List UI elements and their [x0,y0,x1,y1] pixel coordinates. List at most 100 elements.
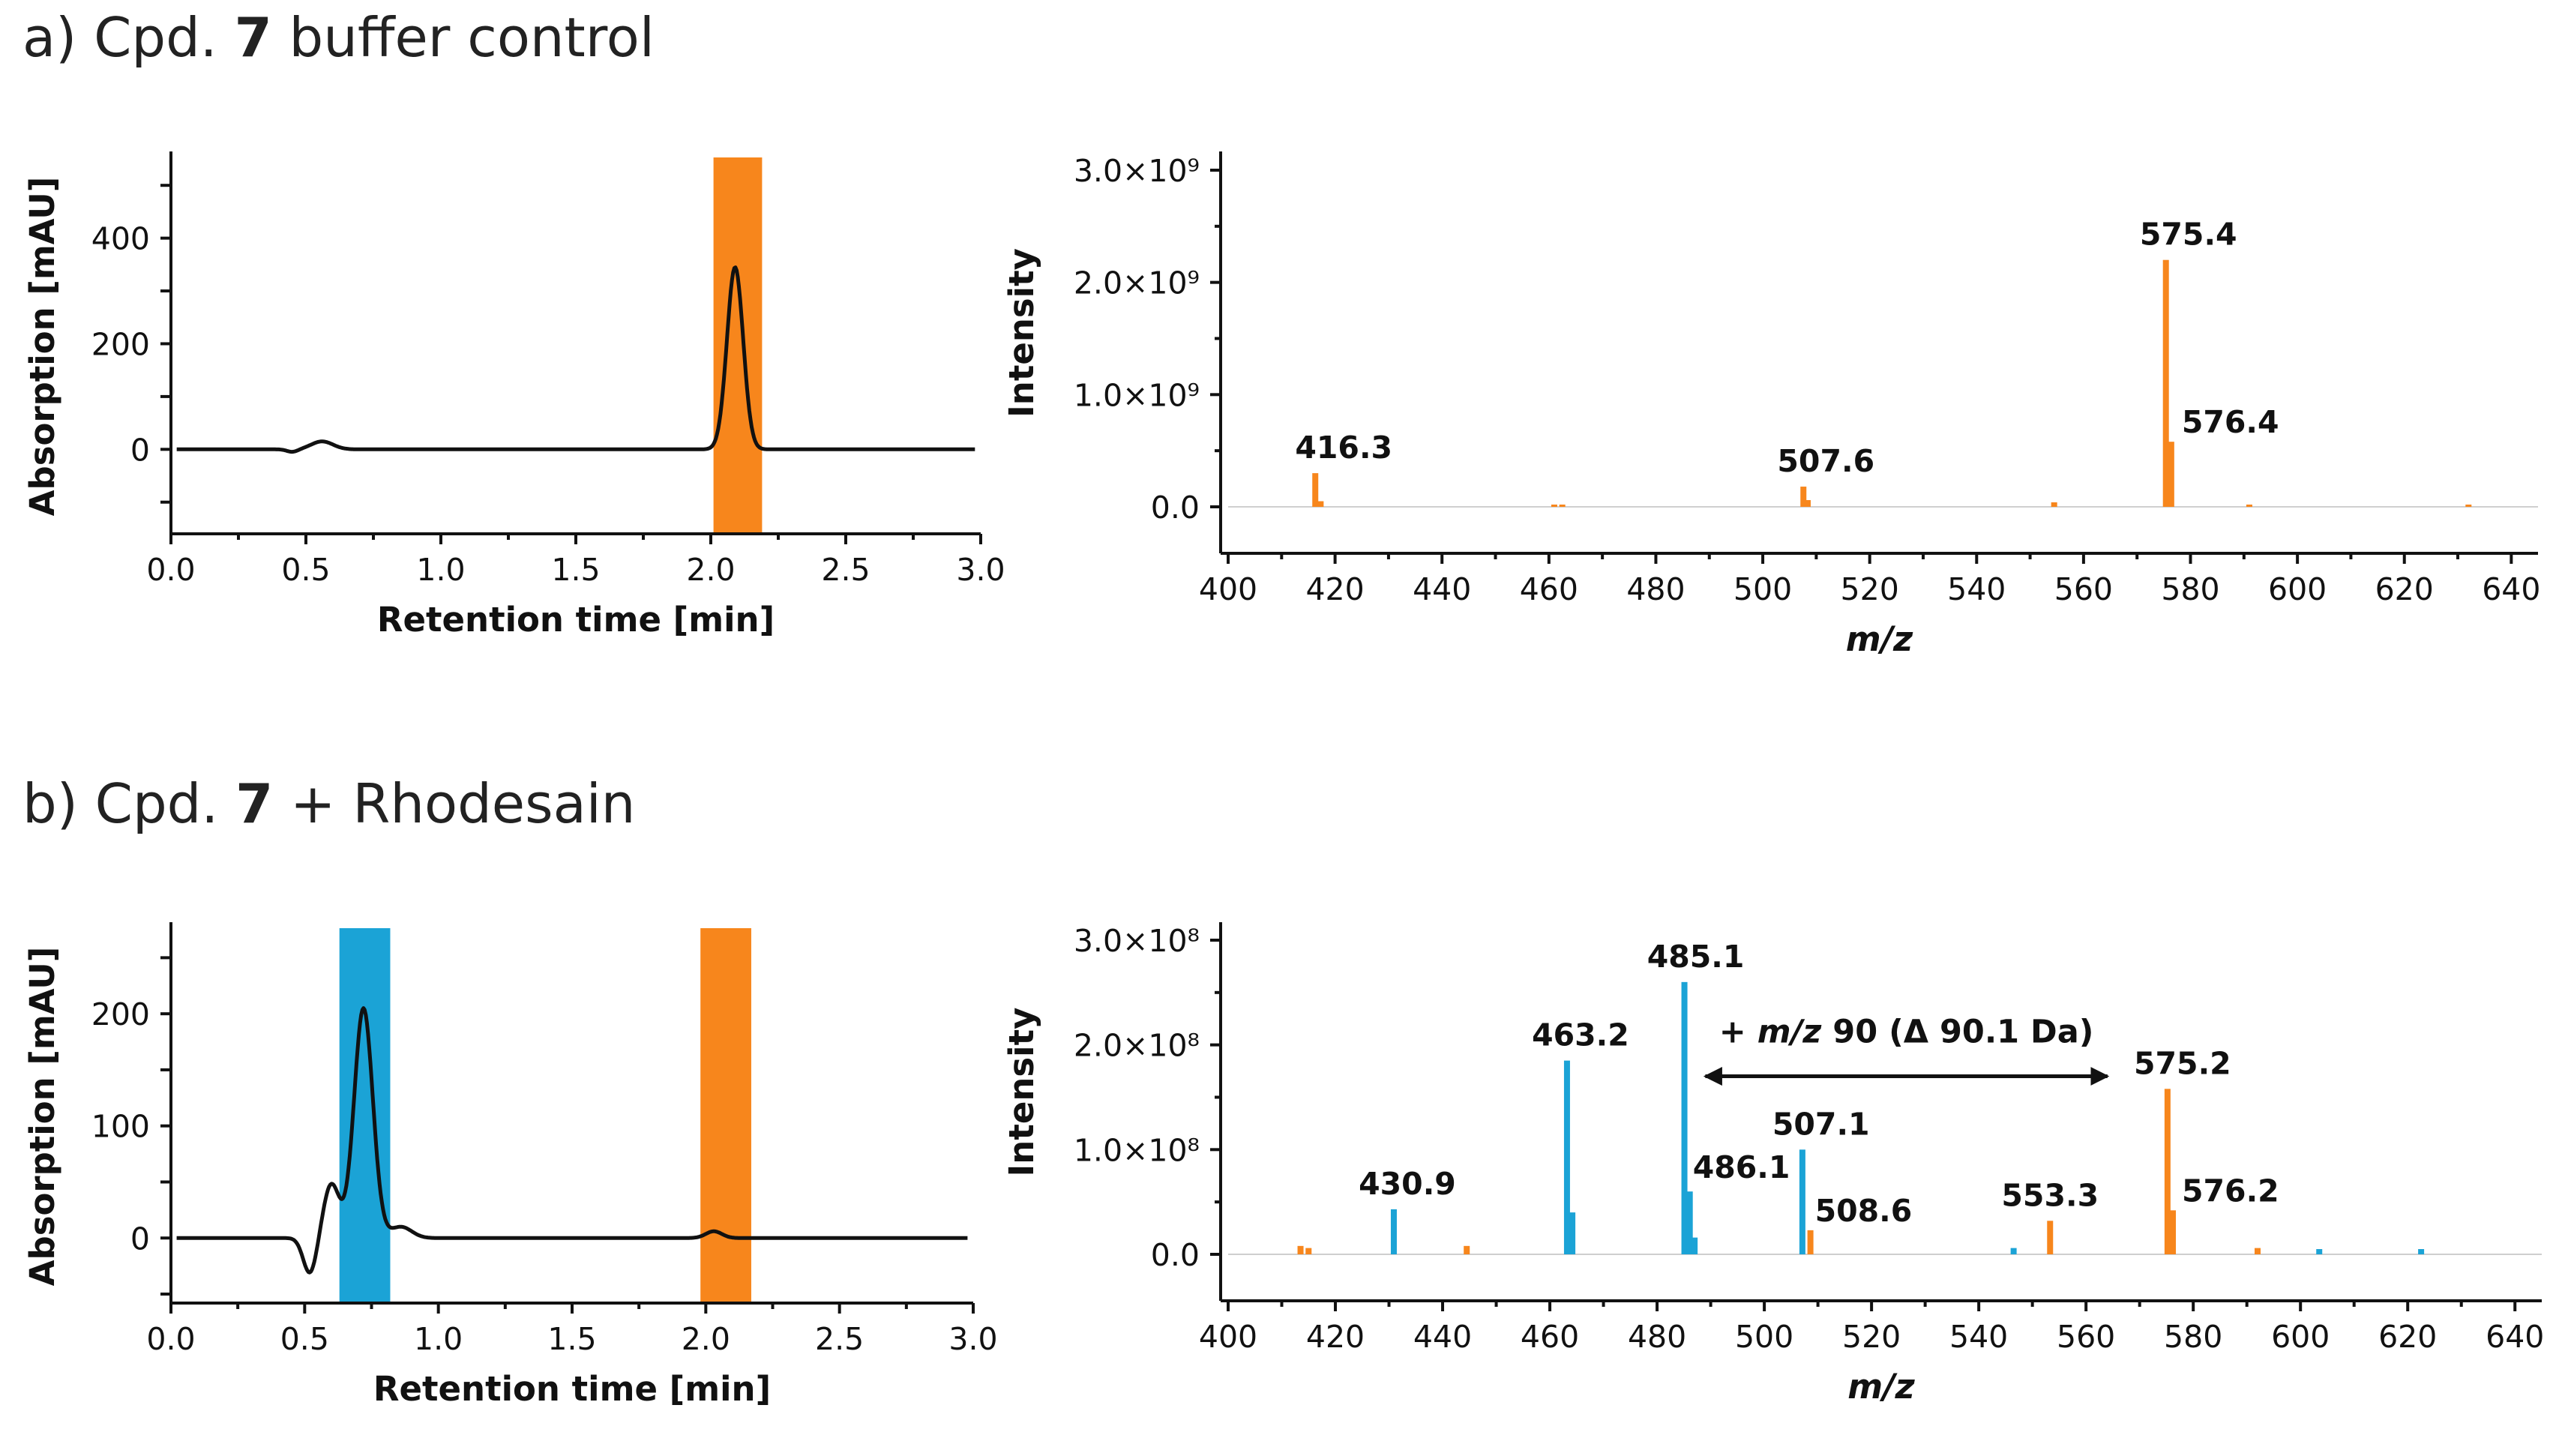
y-axis-label: Absorption [mAU] [22,177,62,517]
x-tick-label: 480 [1628,1319,1686,1355]
ms-peak-orange [2246,505,2252,507]
x-tick-label: 0.0 [146,1321,195,1357]
ms-peak-orange [1312,473,1319,507]
x-tick-label: 1.0 [414,1321,463,1357]
y-tick-label: 0 [130,1221,150,1257]
y-tick-label: 0.0 [1151,490,1200,526]
ms-peak-orange [1464,1245,1470,1254]
ms-peak-orange [2254,1248,2261,1254]
y-tick-label: 200 [91,326,150,362]
ms-peak-orange [2170,1210,2177,1254]
peak-label: 416.3 [1295,430,1392,466]
ms-peak-blue [2316,1249,2323,1254]
panel-a-chromatogram: 0.0 0.5 1.0 1.5 2.0 2.5 3.0 0 200 400 Retention ti… [22,151,1005,640]
x-tick-label: 640 [2482,571,2540,607]
ms-peak-orange [2168,442,2174,507]
ms-peak-orange [1551,505,1557,507]
x-tick-label: 2.0 [686,552,735,588]
x-tick-label: 620 [2375,571,2434,607]
x-tick-label: 600 [2268,571,2327,607]
x-tick-label: 420 [1305,571,1364,607]
peak-band-orange [700,928,751,1302]
ms-peak-blue [1569,1212,1576,1254]
y-tick-label: 0 [130,432,150,468]
x-tick-label: 540 [1947,571,2006,607]
x-axis-label: m/z [1847,1367,1915,1407]
x-tick-label: 0.5 [281,552,330,588]
x-tick-label: 620 [2378,1319,2437,1355]
y-axis-label: Intensity [1002,1008,1041,1177]
x-tick-label: 520 [1842,1319,1901,1355]
y-axis-label: Intensity [1002,248,1041,418]
panel-b-title: b) Cpd. 7 + Rhodesain [22,772,635,835]
x-axis-label: Retention time [min] [377,600,775,640]
y-tick-label: 2.0×10⁹ [1074,265,1200,301]
y-tick-label: 200 [91,996,150,1032]
x-tick-label: 600 [2271,1319,2330,1355]
panel-b-chromatogram: 0.0 0.5 1.0 1.5 2.0 2.5 3.0 0 100 200 Retention ti… [22,922,998,1409]
chromatogram-trace [175,1006,969,1275]
x-tick-label: 400 [1199,1319,1257,1355]
y-tick-label: 0.0 [1151,1237,1200,1273]
y-tick-label: 1.0×10⁸ [1074,1132,1200,1168]
ms-peak-blue [2010,1248,2017,1254]
ms-peak-blue [2418,1249,2425,1254]
peak-label: 430.9 [1359,1166,1456,1202]
x-tick-label: 2.0 [682,1321,730,1357]
peak-label: 463.2 [1532,1017,1629,1053]
x-tick-label: 500 [1735,1319,1793,1355]
x-tick-label: 560 [2054,571,2113,607]
ms-peak-orange [1807,1230,1814,1254]
ms-peak-orange [1800,487,1807,507]
ms-peak-blue [1681,981,1688,1254]
x-axis-label: Retention time [min] [373,1369,771,1409]
x-tick-label: 440 [1413,571,1471,607]
x-tick-label: 640 [2486,1319,2544,1355]
peak-band-orange [713,157,763,532]
ms-peak-blue [1686,1191,1693,1254]
x-tick-label: 520 [1841,571,1899,607]
ms-peak-orange [2051,502,2057,507]
peak-label: 575.2 [2134,1045,2231,1081]
y-axis-label: Absorption [mAU] [22,947,62,1287]
ms-peak-orange [2047,1221,2054,1254]
x-tick-label: 440 [1413,1319,1472,1355]
peak-label: 576.2 [2182,1173,2279,1209]
x-tick-label: 1.5 [547,1321,596,1357]
x-tick-label: 500 [1733,571,1792,607]
ms-peak-orange [1297,1245,1304,1254]
peak-band-blue [339,928,391,1302]
panel-b-mass-spectrum: 430.9 463.2 485.1 486.1 507.1 508.6 553.3 575.2… [1002,922,2544,1407]
x-tick-label: 3.0 [948,1321,997,1357]
ms-peak-orange [1317,501,1324,507]
y-tick-label: 3.0×10⁸ [1074,923,1200,959]
peak-label: 576.4 [2182,404,2279,440]
peak-label: 508.6 [1815,1193,1913,1229]
y-tick-label: 2.0×10⁸ [1074,1028,1200,1064]
x-tick-label: 460 [1520,571,1578,607]
x-tick-label: 1.5 [551,552,600,588]
mass-shift-label: + m/z 90 (Δ 90.1 Da) [1719,1014,2094,1051]
peak-label: 553.3 [2001,1177,2099,1213]
peak-label: 507.1 [1772,1106,1870,1142]
peak-label: 507.6 [1777,443,1874,479]
y-tick-label: 100 [91,1109,150,1145]
x-tick-label: 0.0 [146,552,195,588]
x-tick-label: 580 [2164,1319,2222,1355]
ms-peak-blue [1799,1149,1805,1254]
panel-a-title: a) Cpd. 7 buffer control [22,6,655,69]
peak-label: 485.1 [1647,939,1745,975]
x-tick-label: 0.5 [280,1321,329,1357]
x-tick-label: 2.5 [821,552,870,588]
ms-peak-orange [2465,505,2472,507]
y-tick-label: 1.0×10⁹ [1074,377,1200,413]
x-tick-label: 420 [1306,1319,1365,1355]
ms-peak-orange [2164,1089,2171,1254]
ms-peak-blue [1563,1060,1570,1254]
x-tick-label: 460 [1521,1319,1579,1355]
ms-peak-blue [1390,1209,1397,1254]
y-tick-label: 400 [91,221,150,257]
peak-label: 575.4 [2140,217,2237,253]
ms-peak-orange [1305,1248,1312,1254]
